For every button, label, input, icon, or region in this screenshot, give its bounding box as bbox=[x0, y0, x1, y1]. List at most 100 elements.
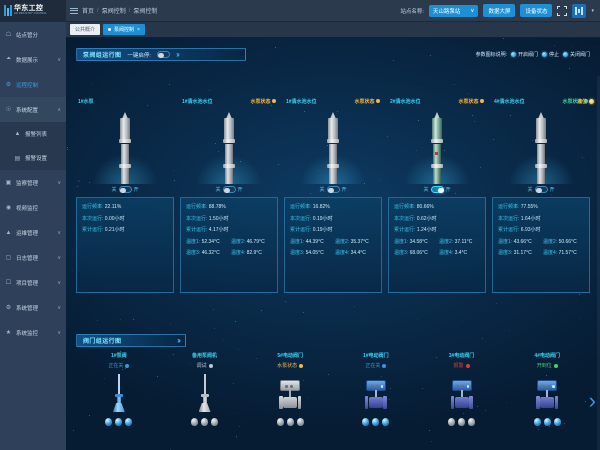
valve-indicator-light[interactable] bbox=[534, 418, 541, 426]
pump-metric-spacer bbox=[233, 226, 272, 233]
pump-metric-key: 温度1: bbox=[290, 239, 304, 245]
valve-indicator-light[interactable] bbox=[544, 418, 551, 426]
pump-metric-value: 80.66% bbox=[417, 204, 434, 210]
pump-metric-spacer bbox=[337, 215, 376, 222]
pump-metric-key: 本次运行: bbox=[186, 216, 207, 222]
pump-icon bbox=[535, 112, 547, 184]
pump-metric: 温度2: 37.11°C bbox=[439, 238, 480, 245]
chevron-down-icon: ∨ bbox=[57, 255, 61, 261]
pump-power-toggle[interactable] bbox=[119, 186, 132, 193]
pump-metric-value: 1.50小时 bbox=[209, 216, 229, 222]
tab-public-overview[interactable]: 公共概介 bbox=[70, 24, 100, 35]
pump-power-toggle[interactable] bbox=[223, 186, 236, 193]
sidebar-item-system-monitor[interactable]: ★ 系统监控 ∨ bbox=[0, 320, 66, 345]
valve-indicator-light[interactable] bbox=[362, 418, 369, 426]
sidebar-item-video[interactable]: ◉ 视频监控 bbox=[0, 195, 66, 220]
next-page-arrow-icon[interactable]: › bbox=[589, 390, 596, 412]
sidebar-item-inspection[interactable]: ▣ 监察管理 ∨ bbox=[0, 170, 66, 195]
pump-name: 1#水泵 bbox=[78, 98, 94, 105]
avatar-chevron-icon[interactable]: ▾ bbox=[591, 8, 594, 14]
pump-metric-value: 68.06°C bbox=[410, 250, 428, 256]
valve-indicator-light[interactable] bbox=[297, 418, 304, 426]
breadcrumb-item-0[interactable]: 首页 bbox=[82, 6, 94, 15]
valve-indicator-light[interactable] bbox=[468, 418, 475, 426]
pump-metric-key: 运行频率: bbox=[186, 204, 207, 210]
pump-metric-row: 运行频率: 80.66% bbox=[394, 203, 480, 210]
station-label: 站点名称: bbox=[400, 7, 424, 15]
hamburger-icon[interactable] bbox=[66, 0, 82, 22]
valve-section-title: 阀门组运行图 bbox=[83, 336, 121, 345]
valve-graphic[interactable] bbox=[278, 372, 302, 414]
valve-indicator-light[interactable] bbox=[125, 418, 132, 426]
pump-metric-key: 累计运行: bbox=[498, 227, 519, 233]
pump-graphic-area bbox=[284, 106, 382, 184]
pump-power-toggle[interactable] bbox=[327, 186, 340, 193]
valve-status-bullet-icon bbox=[299, 364, 303, 368]
valve-indicator-light[interactable] bbox=[372, 418, 379, 426]
bigscreen-button[interactable]: 数据大屏 bbox=[483, 4, 515, 17]
pump-metric-spacer bbox=[127, 203, 168, 210]
valve-indicator-light[interactable] bbox=[458, 418, 465, 426]
pump-metric: 本次运行: 0.62小时 bbox=[394, 215, 437, 222]
valve-status-text: 正在关 bbox=[108, 362, 123, 369]
valve-indicator-light[interactable] bbox=[448, 418, 455, 426]
pump-metric-key: 本次运行: bbox=[82, 216, 103, 222]
valve-graphic[interactable] bbox=[450, 372, 474, 414]
pump-metric-value: 3.4°C bbox=[455, 250, 468, 256]
alarm-config-icon: ▤ bbox=[14, 155, 21, 162]
pump-metric-spacer bbox=[441, 215, 480, 222]
pump-data-panel: 运行频率: 22.11% 本次运行: 0.00小时 累计运行: 0.21小时 bbox=[76, 197, 174, 293]
pump-metric: 温度3: 31.17°C bbox=[498, 249, 539, 256]
pump-power-toggle[interactable] bbox=[535, 186, 548, 193]
pump-metric-row: 本次运行: 0.19小时 bbox=[290, 215, 376, 222]
sidebar-item-remote-control[interactable]: ⚙ 远程控制 bbox=[0, 72, 66, 97]
station-select[interactable]: 天山路泵站 ∨ bbox=[429, 5, 479, 17]
valve-graphic[interactable] bbox=[535, 372, 559, 414]
pump-card-labels: 1#水泵 bbox=[76, 96, 174, 106]
valve-indicator-light[interactable] bbox=[201, 418, 208, 426]
sidebar-item-station[interactable]: ☖ 站点管分 bbox=[0, 22, 66, 47]
stage: 泵阀组运行图 一键启停: ››› 参数图标说明: 开启阀门 停止 关闭阀门 bbox=[66, 38, 600, 450]
breadcrumb-item-1[interactable]: 泵阀控制 bbox=[102, 6, 126, 15]
pump-switch-row: 关开 bbox=[284, 184, 382, 195]
device-status-button[interactable]: 设备状态 bbox=[520, 4, 552, 17]
chevrons-right-icon: ››› bbox=[177, 336, 179, 345]
pump-metric-row: 温度3: 46.32°C 温度4: 82.9°C bbox=[186, 249, 272, 256]
valve-graphic[interactable] bbox=[111, 372, 127, 414]
valve-indicator-light[interactable] bbox=[554, 418, 561, 426]
valve-indicator-light[interactable] bbox=[277, 418, 284, 426]
valve-indicator-light[interactable] bbox=[105, 418, 112, 426]
valve-item: 3#电动阀门 报警 bbox=[419, 352, 505, 426]
valve-status-text: 调试 bbox=[197, 362, 207, 369]
valve-indicator-light[interactable] bbox=[191, 418, 198, 426]
tab-pump-valve-control[interactable]: 泵阀控制 × bbox=[103, 24, 145, 35]
sidebar-item-ops[interactable]: ▲ 运维管理 ∨ bbox=[0, 220, 66, 245]
valve-graphic[interactable] bbox=[364, 372, 388, 414]
valve-indicator-light[interactable] bbox=[115, 418, 122, 426]
pump-metric-value: 34.58°C bbox=[410, 239, 428, 245]
pump-power-toggle[interactable] bbox=[431, 186, 444, 193]
valve-indicator-light[interactable] bbox=[382, 418, 389, 426]
pump-metric: 温度1: 44.39°C bbox=[290, 238, 331, 245]
app-logo[interactable]: 华东工控 HD INDUSTRY CONTROL bbox=[0, 0, 66, 22]
valve-graphic[interactable] bbox=[197, 372, 213, 414]
sidebar-item-data-display[interactable]: ⏶ 数据展示 ∨ bbox=[0, 47, 66, 72]
valve-status: 水泵状态 bbox=[277, 362, 303, 369]
sidebar-item-system-admin[interactable]: ⚙ 系统管理 ∨ bbox=[0, 295, 66, 320]
sidebar-item-system-config[interactable]: ☉ 系统配置 ∧ bbox=[0, 97, 66, 122]
sidebar-subitem-alarm-list[interactable]: ▲ 报警列表 bbox=[0, 122, 66, 146]
fullscreen-icon[interactable] bbox=[557, 6, 567, 16]
one-key-toggle[interactable] bbox=[157, 51, 170, 58]
valve-indicator-light[interactable] bbox=[211, 418, 218, 426]
sidebar-item-project[interactable]: ☐ 项目管理 ∨ bbox=[0, 270, 66, 295]
pump-card: 1#水泵关开运行频率: 22.11% 本次运行: 0.00小时 累计运行: 0.21… bbox=[76, 96, 174, 301]
sidebar-subitem-alarm-settings[interactable]: ▤ 报警设置 bbox=[0, 146, 66, 170]
user-avatar[interactable] bbox=[572, 4, 586, 18]
close-icon[interactable]: × bbox=[137, 27, 140, 33]
pump-metric: 本次运行: 0.19小时 bbox=[290, 215, 333, 222]
pump-name: 1#清水池水位 bbox=[182, 98, 213, 105]
valve-indicator-light[interactable] bbox=[287, 418, 294, 426]
pump-data-panel: 运行频率: 77.55% 本次运行: 1.64小时 累计运行: 6.93小时 温度1:… bbox=[492, 197, 590, 293]
sidebar-item-logs[interactable]: ▢ 日志管理 ∨ bbox=[0, 245, 66, 270]
pump-name: 2#清水池水位 bbox=[390, 98, 421, 105]
